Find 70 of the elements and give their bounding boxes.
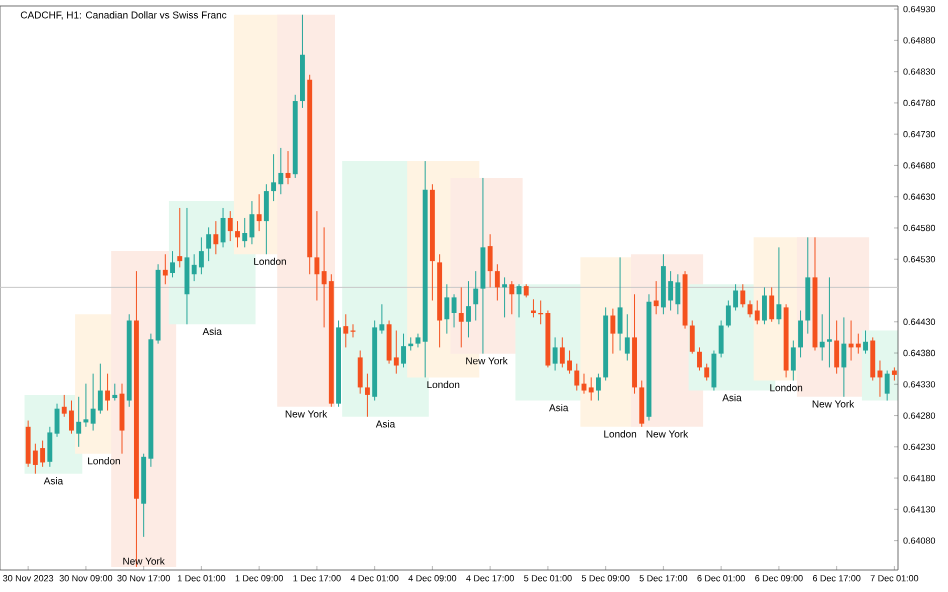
candlestick <box>826 276 832 368</box>
candlestick <box>364 373 370 418</box>
candlestick <box>711 350 717 392</box>
candlestick <box>444 283 450 335</box>
candlestick <box>762 286 767 325</box>
candlestick <box>675 273 681 315</box>
candlestick <box>588 376 594 402</box>
candlestick <box>263 183 269 255</box>
candlestick <box>300 14 305 109</box>
candlestick <box>494 263 500 301</box>
candlestick <box>401 333 406 368</box>
candlestick <box>473 270 479 322</box>
candlestick <box>718 320 724 358</box>
candlestick <box>213 220 219 255</box>
candlestick <box>227 210 233 242</box>
candlestick <box>798 310 804 358</box>
candlestick <box>509 280 515 315</box>
candlestick <box>776 246 782 325</box>
candlestick <box>271 153 277 202</box>
candlestick <box>256 193 262 232</box>
candlestick <box>502 276 508 318</box>
candlestick <box>754 300 760 325</box>
candlestick <box>249 200 255 245</box>
candlestick <box>790 340 796 382</box>
candlestick <box>740 283 746 308</box>
candlestick <box>220 207 226 248</box>
candlestick <box>206 226 212 262</box>
candlestick <box>170 250 175 278</box>
candlestick <box>69 400 74 435</box>
candlestick <box>624 313 630 362</box>
candlestick <box>595 373 601 402</box>
candlestick <box>769 286 775 323</box>
candlestick <box>567 350 573 375</box>
candlestick <box>76 396 82 448</box>
candlestick <box>393 330 399 375</box>
candlestick <box>668 270 674 312</box>
candlestick <box>487 233 493 288</box>
candlestick <box>841 316 847 398</box>
candlestick <box>610 308 616 355</box>
candlestick <box>177 207 183 268</box>
candlestick <box>105 373 111 412</box>
candlestick <box>559 336 565 368</box>
candlestick <box>25 420 31 468</box>
candlestick <box>357 350 363 395</box>
candlestick <box>343 313 349 348</box>
candlestick <box>660 253 666 315</box>
candlestick <box>552 336 558 372</box>
candlestick <box>466 280 471 338</box>
candlestick <box>242 217 248 248</box>
candlestick <box>884 370 890 402</box>
candlestick <box>697 346 702 372</box>
candlestick <box>386 320 392 365</box>
candlestick <box>83 383 89 428</box>
candlestick <box>235 220 240 248</box>
candlestick <box>278 147 284 195</box>
candlestick <box>870 336 876 382</box>
candlestick <box>40 440 46 468</box>
candlestick <box>451 293 457 328</box>
candlestick <box>617 256 623 352</box>
candlestick <box>689 320 695 355</box>
candlestick <box>314 210 320 301</box>
candlestick <box>198 236 204 275</box>
candlestick <box>458 286 464 348</box>
candlestick <box>574 363 580 392</box>
candlestick <box>480 177 486 355</box>
candlestick <box>90 373 96 432</box>
candlestick <box>834 320 840 375</box>
candlestick <box>863 330 868 355</box>
candlestick <box>639 380 645 428</box>
candlestick <box>805 236 811 335</box>
